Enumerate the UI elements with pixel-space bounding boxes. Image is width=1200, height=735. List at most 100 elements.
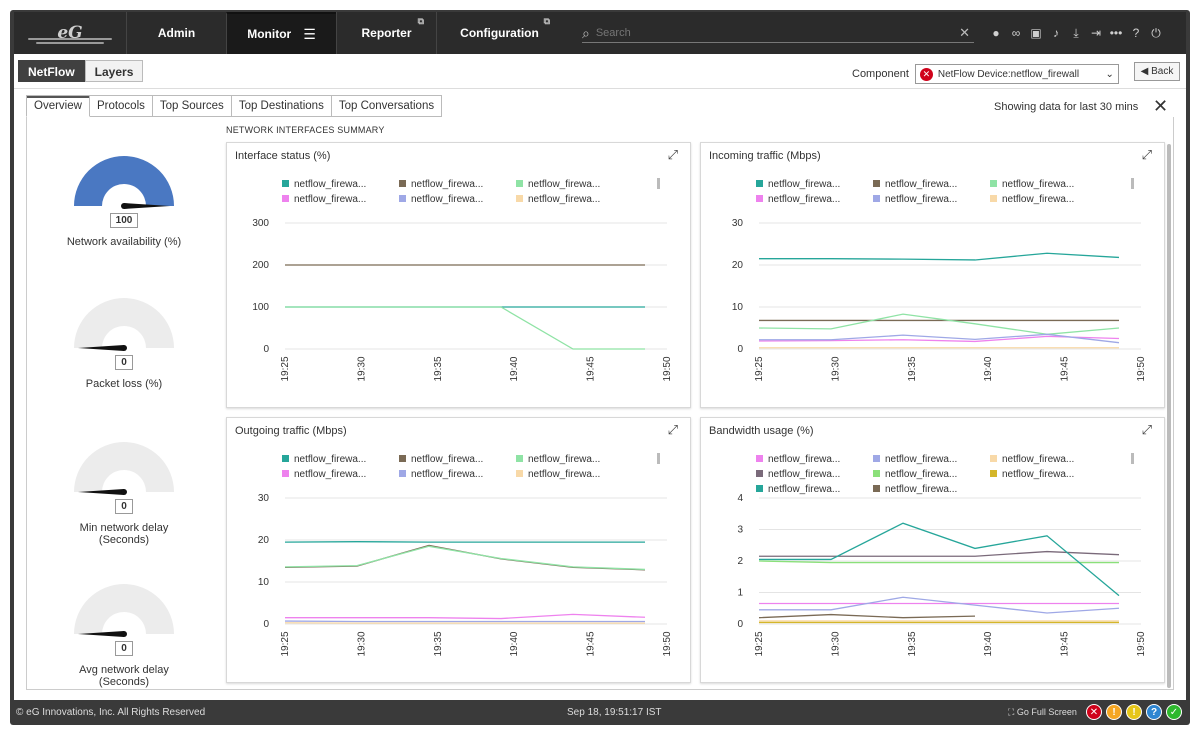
legend-swatch — [756, 470, 763, 477]
legend-swatch — [282, 455, 289, 462]
nav-reporter[interactable]: Reporter ⧉ — [336, 12, 436, 54]
expand-icon[interactable]: ⤢ — [1141, 147, 1152, 162]
eg-logo[interactable]: eG — [14, 12, 126, 54]
legend-label: netflow_firewa... — [294, 469, 366, 480]
legend-swatch — [516, 180, 523, 187]
legend-label: netflow_firewa... — [528, 469, 600, 480]
legend-swatch — [756, 455, 763, 462]
component-value: NetFlow Device:netflow_firewall — [937, 68, 1080, 80]
gauge-hub — [121, 345, 127, 351]
bell-icon[interactable]: ♪ — [1053, 26, 1059, 40]
series-line — [759, 522, 1120, 597]
minor-icon[interactable]: ! — [1126, 704, 1142, 720]
legend-scrollbar — [1131, 453, 1134, 464]
nav-monitor-label: Monitor — [247, 27, 292, 41]
download-icon[interactable]: ⤓ — [1073, 25, 1079, 40]
back-button[interactable]: ◀ Back — [1134, 62, 1180, 81]
help-icon[interactable]: ? — [1132, 26, 1140, 40]
x-tick-label: 19:25 — [754, 356, 765, 381]
gauge-hub — [121, 203, 127, 209]
legend-label: netflow_firewa... — [885, 454, 957, 465]
x-tick-label: 19:50 — [662, 631, 673, 656]
time-range-text: Showing data for last 30 mins — [994, 101, 1139, 113]
more-icon[interactable]: ••• — [1109, 26, 1123, 40]
unknown-icon[interactable]: ? — [1146, 704, 1162, 720]
gauge-label: Avg network delay (Seconds) — [79, 664, 169, 688]
component-dropdown[interactable]: ✕ NetFlow Device:netflow_firewall ⌄ — [914, 64, 1119, 84]
vertical-scrollbar[interactable] — [1167, 144, 1171, 688]
tab-top-sources[interactable]: Top Sources — [152, 95, 232, 117]
legend-swatch — [990, 180, 997, 187]
search-input[interactable] — [595, 27, 960, 39]
chart-svg: netflow_firewa... netflow_firewa... netflo… — [258, 453, 673, 657]
nav-configuration[interactable]: Configuration ⧉ — [436, 12, 562, 54]
x-tick-label: 19:30 — [356, 631, 367, 656]
y-tick-label: 30 — [258, 493, 270, 504]
logo-text: eG — [57, 23, 83, 43]
user-icon[interactable]: ● — [992, 26, 1000, 40]
power-icon[interactable]: ⏻ — [1151, 25, 1161, 40]
chart-title: Outgoing traffic (Mbps) — [235, 425, 347, 437]
critical-icon[interactable]: ✕ — [1086, 704, 1102, 720]
tab-top-destinations[interactable]: Top Destinations — [231, 95, 332, 117]
legend-swatch — [990, 470, 997, 477]
legend-label: netflow_firewa... — [768, 179, 840, 190]
x-tick-label: 19:50 — [662, 356, 673, 381]
series-line — [759, 252, 1120, 261]
series-line — [758, 560, 1119, 564]
tools-icon[interactable]: ✕ — [1153, 96, 1169, 116]
nav-monitor[interactable]: Monitor ☰ — [226, 12, 336, 54]
signin-icon[interactable]: ⇥ — [1090, 26, 1102, 40]
x-tick-label: 19:40 — [983, 631, 994, 656]
x-tick-label: 19:35 — [907, 631, 918, 656]
report-icon[interactable]: ▣ — [1030, 26, 1042, 40]
gauge-1: 0 Packet loss (%) — [54, 292, 194, 390]
y-tick-label: 0 — [737, 619, 743, 630]
view-tabs: Overview Protocols Top Sources Top Desti… — [26, 95, 443, 117]
tab-overview[interactable]: Overview — [26, 95, 90, 117]
legend-scrollbar — [657, 453, 660, 464]
tab-protocols[interactable]: Protocols — [89, 95, 153, 117]
legend-label: netflow_firewa... — [1002, 179, 1074, 190]
legend-label: netflow_firewa... — [294, 454, 366, 465]
legend-label: netflow_firewa... — [768, 194, 840, 205]
nav-reporter-label: Reporter — [361, 26, 412, 40]
subtab-netflow[interactable]: NetFlow — [18, 60, 85, 82]
gauge-label: Packet loss (%) — [85, 378, 163, 390]
chart-svg: netflow_firewa... netflow_firewa... netflo… — [737, 453, 1147, 657]
gauge-needle — [124, 203, 170, 209]
link-icon[interactable]: ∞ — [1011, 26, 1021, 40]
gauge-value: 0 — [115, 355, 133, 370]
major-icon[interactable]: ! — [1106, 704, 1122, 720]
legend-label: netflow_firewa... — [528, 179, 600, 190]
critical-status-icon: ✕ — [919, 67, 933, 81]
copyright: © eG Innovations, Inc. All Rights Reserv… — [16, 707, 206, 718]
fullscreen-label: Go Full Screen — [1016, 707, 1077, 717]
hamburger-icon[interactable]: ☰ — [303, 25, 316, 42]
subtab-layers[interactable]: Layers — [84, 60, 144, 82]
y-tick-label: 0 — [263, 344, 269, 355]
legend-label: netflow_firewa... — [1002, 194, 1074, 205]
divider — [14, 88, 1186, 89]
fullscreen-button[interactable]: ⛶ Go Full Screen — [1008, 707, 1077, 718]
gauge-3: 0 Avg network delay (Seconds) — [54, 578, 194, 688]
y-tick-label: 20 — [258, 535, 270, 546]
expand-icon[interactable]: ⤢ — [667, 147, 678, 162]
x-tick-label: 19:25 — [754, 631, 765, 656]
x-tick-label: 19:30 — [830, 631, 841, 656]
logo-swoosh-2 — [36, 42, 104, 44]
y-tick-label: 4 — [737, 493, 743, 504]
x-tick-label: 19:50 — [1136, 631, 1147, 656]
expand-icon[interactable]: ⤢ — [1141, 422, 1152, 437]
y-tick-label: 20 — [732, 260, 744, 271]
legend-swatch — [990, 195, 997, 202]
clear-search-icon[interactable]: ✕ — [959, 25, 970, 40]
tab-top-conversations[interactable]: Top Conversations — [331, 95, 443, 117]
back-arrow-icon: ◀ — [1140, 66, 1152, 77]
gauge-dial — [74, 156, 174, 209]
expand-icon[interactable]: ⤢ — [667, 422, 678, 437]
nav-admin[interactable]: Admin — [126, 12, 226, 54]
series-line — [284, 545, 646, 571]
main-content: NetFlow Layers Component ✕ NetFlow Devic… — [14, 54, 1186, 700]
normal-icon[interactable]: ✓ — [1166, 704, 1182, 720]
